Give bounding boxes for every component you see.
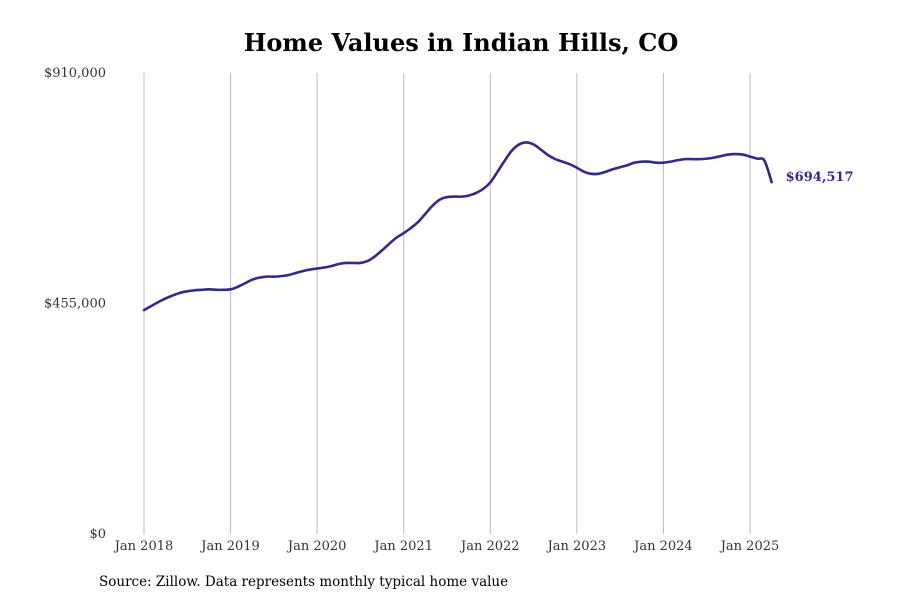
- grid-lines: [143, 73, 751, 534]
- x-tick-label-4: Jan 2022: [459, 539, 520, 554]
- source-note: Source: Zillow. Data represents monthly …: [99, 574, 509, 590]
- x-tick-label-6: Jan 2024: [632, 539, 693, 554]
- y-axis-ticks: $0 $455,000 $910,000: [44, 66, 106, 542]
- x-tick-label-3: Jan 2021: [372, 539, 433, 554]
- y-tick-label-2: $910,000: [44, 66, 106, 81]
- x-tick-label-1: Jan 2019: [199, 539, 260, 554]
- x-tick-label-5: Jan 2023: [546, 539, 607, 554]
- x-tick-label-0: Jan 2018: [113, 539, 174, 554]
- y-tick-label-1: $455,000: [44, 297, 106, 312]
- value-labels: $694,517: [786, 170, 854, 185]
- series-line-0: [142, 141, 773, 312]
- series-layer: [142, 141, 773, 312]
- chart-title: Home Values in Indian Hills, CO: [243, 28, 679, 57]
- x-tick-label-2: Jan 2020: [286, 539, 347, 554]
- last-value-label: $694,517: [786, 170, 854, 185]
- x-tick-label-7: Jan 2025: [719, 539, 780, 554]
- x-axis-ticks: Jan 2018 Jan 2019 Jan 2020 Jan 2021 Jan 2022…: [113, 539, 780, 554]
- y-tick-label-0: $0: [89, 527, 106, 542]
